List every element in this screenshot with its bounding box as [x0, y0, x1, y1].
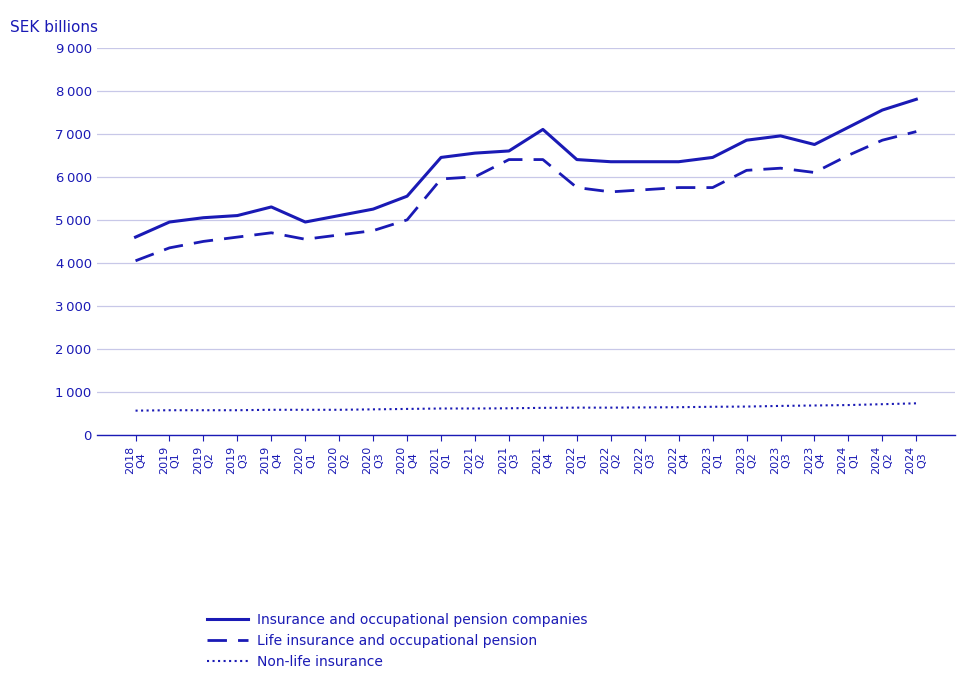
- Life insurance and occupational pension: [368, 226, 379, 235]
- Non-life insurance: [503, 404, 514, 412]
- Non-life insurance: [368, 405, 379, 413]
- Insurance and occupational pension companies: [673, 158, 684, 166]
- Insurance and occupational pension companies: [469, 149, 481, 157]
- Non-life insurance: [741, 403, 753, 411]
- Life insurance and occupational pension: [232, 233, 243, 241]
- Life insurance and occupational pension: [538, 156, 549, 164]
- Insurance and occupational pension companies: [571, 156, 583, 164]
- Legend: Insurance and occupational pension companies, Life insurance and occupational pe: Insurance and occupational pension compa…: [207, 613, 587, 668]
- Non-life insurance: [129, 407, 141, 415]
- Non-life insurance: [571, 403, 583, 411]
- Non-life insurance: [265, 406, 277, 414]
- Life insurance and occupational pension: [842, 151, 854, 159]
- Life insurance and occupational pension: [198, 237, 209, 245]
- Non-life insurance: [232, 406, 243, 414]
- Life insurance and occupational pension: [265, 228, 277, 237]
- Non-life insurance: [334, 406, 345, 414]
- Insurance and occupational pension companies: [639, 158, 650, 166]
- Insurance and occupational pension companies: [198, 214, 209, 222]
- Non-life insurance: [164, 406, 176, 414]
- Life insurance and occupational pension: [164, 244, 176, 252]
- Insurance and occupational pension companies: [129, 233, 141, 241]
- Life insurance and occupational pension: [809, 169, 820, 177]
- Non-life insurance: [538, 404, 549, 412]
- Life insurance and occupational pension: [334, 231, 345, 239]
- Non-life insurance: [299, 406, 311, 414]
- Non-life insurance: [876, 400, 888, 408]
- Text: SEK billions: SEK billions: [10, 20, 97, 35]
- Insurance and occupational pension companies: [299, 218, 311, 226]
- Life insurance and occupational pension: [706, 184, 718, 192]
- Insurance and occupational pension companies: [775, 132, 786, 140]
- Life insurance and occupational pension: [435, 175, 447, 183]
- Non-life insurance: [911, 399, 923, 407]
- Life insurance and occupational pension: [673, 184, 684, 192]
- Insurance and occupational pension companies: [334, 211, 345, 220]
- Insurance and occupational pension companies: [164, 218, 176, 226]
- Non-life insurance: [706, 403, 718, 411]
- Insurance and occupational pension companies: [538, 125, 549, 133]
- Life insurance and occupational pension: [876, 136, 888, 144]
- Life insurance and occupational pension: [605, 188, 617, 196]
- Non-life insurance: [469, 405, 481, 413]
- Insurance and occupational pension companies: [741, 136, 753, 144]
- Life insurance and occupational pension: [741, 167, 753, 175]
- Non-life insurance: [639, 403, 650, 411]
- Line: Insurance and occupational pension companies: Insurance and occupational pension compa…: [135, 99, 917, 237]
- Non-life insurance: [673, 403, 684, 411]
- Insurance and occupational pension companies: [401, 192, 413, 200]
- Non-life insurance: [809, 401, 820, 409]
- Life insurance and occupational pension: [571, 184, 583, 192]
- Non-life insurance: [842, 401, 854, 409]
- Insurance and occupational pension companies: [503, 147, 514, 155]
- Life insurance and occupational pension: [775, 164, 786, 172]
- Non-life insurance: [401, 405, 413, 413]
- Insurance and occupational pension companies: [842, 123, 854, 131]
- Insurance and occupational pension companies: [435, 153, 447, 161]
- Life insurance and occupational pension: [469, 173, 481, 181]
- Life insurance and occupational pension: [503, 156, 514, 164]
- Non-life insurance: [605, 403, 617, 411]
- Insurance and occupational pension companies: [911, 95, 923, 103]
- Life insurance and occupational pension: [401, 216, 413, 224]
- Life insurance and occupational pension: [299, 235, 311, 243]
- Line: Life insurance and occupational pension: Life insurance and occupational pension: [135, 132, 917, 260]
- Life insurance and occupational pension: [911, 128, 923, 136]
- Insurance and occupational pension companies: [809, 141, 820, 149]
- Insurance and occupational pension companies: [876, 106, 888, 114]
- Insurance and occupational pension companies: [706, 153, 718, 161]
- Non-life insurance: [775, 402, 786, 410]
- Insurance and occupational pension companies: [265, 203, 277, 211]
- Insurance and occupational pension companies: [605, 158, 617, 166]
- Insurance and occupational pension companies: [368, 205, 379, 214]
- Life insurance and occupational pension: [129, 256, 141, 265]
- Non-life insurance: [198, 406, 209, 414]
- Life insurance and occupational pension: [639, 186, 650, 194]
- Insurance and occupational pension companies: [232, 211, 243, 220]
- Non-life insurance: [435, 405, 447, 413]
- Line: Non-life insurance: Non-life insurance: [135, 403, 917, 411]
